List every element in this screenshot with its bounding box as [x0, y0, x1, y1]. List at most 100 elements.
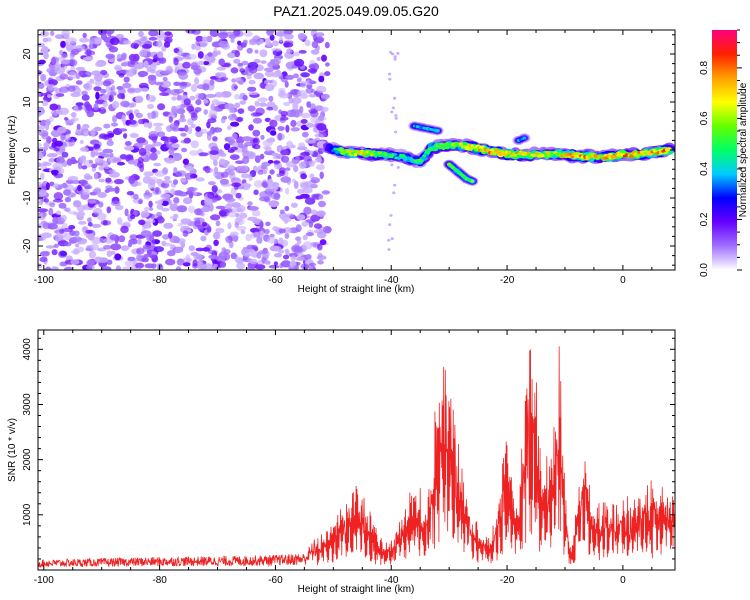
noise-blob — [315, 32, 325, 37]
noise-blob — [237, 142, 244, 148]
noise-blob — [50, 30, 55, 36]
noise-blob — [281, 239, 289, 247]
noise-blob — [54, 62, 61, 69]
noise-blob — [248, 173, 253, 182]
noise-blob — [269, 233, 275, 238]
noise-blob — [146, 249, 152, 255]
noise-blob — [173, 88, 185, 94]
signal-blob — [400, 154, 406, 158]
noise-blob — [54, 67, 66, 75]
noise-blob — [177, 222, 184, 227]
noise-blob — [190, 113, 198, 121]
signal-blob — [545, 151, 550, 154]
noise-blob — [60, 59, 71, 65]
noise-blob — [301, 112, 311, 119]
noise-blob — [93, 187, 102, 195]
noise-blob — [136, 137, 146, 144]
noise-blob — [200, 235, 207, 242]
noise-blob — [197, 51, 204, 59]
noise-blob — [295, 236, 302, 241]
noise-blob — [59, 86, 70, 93]
noise-blob — [271, 152, 279, 157]
noise-blob — [248, 124, 254, 131]
noise-blob — [115, 265, 122, 270]
noise-blob — [205, 267, 215, 270]
noise-blob — [75, 80, 83, 85]
signal-blob — [393, 153, 398, 156]
noise-blob — [137, 267, 142, 270]
noise-blob — [195, 35, 204, 42]
noise-dot — [393, 55, 397, 59]
noise-blob — [316, 164, 325, 171]
noise-blob — [154, 126, 162, 132]
noise-blob — [143, 122, 149, 128]
noise-blob — [162, 234, 170, 240]
noise-blob — [317, 260, 324, 265]
noise-blob — [84, 175, 93, 180]
noise-blob — [267, 159, 274, 164]
noise-blob — [210, 103, 216, 111]
noise-blob — [185, 254, 191, 261]
noise-blob — [133, 193, 139, 200]
noise-blob — [163, 222, 174, 229]
noise-blob — [191, 43, 196, 50]
noise-blob — [212, 50, 219, 58]
x-tick-label: -80 — [152, 575, 167, 586]
noise-blob — [77, 246, 85, 252]
noise-blob — [195, 45, 201, 51]
noise-blob — [126, 191, 135, 196]
noise-blob — [235, 192, 242, 199]
noise-blob — [313, 229, 324, 234]
noise-blob — [297, 257, 307, 261]
branch-blob — [522, 136, 527, 140]
noise-blob — [262, 182, 268, 188]
x-tick-label: 0 — [620, 575, 626, 586]
noise-dot — [388, 77, 392, 81]
noise-blob — [176, 50, 184, 57]
noise-blob — [165, 258, 176, 266]
noise-blob — [272, 50, 277, 56]
noise-blob — [154, 239, 160, 245]
noise-blob — [138, 118, 143, 125]
noise-blob — [242, 94, 248, 101]
noise-blob — [184, 172, 194, 180]
noise-blob — [227, 164, 235, 170]
noise-blob — [58, 202, 67, 209]
noise-blob — [127, 242, 133, 248]
noise-blob — [91, 223, 102, 228]
signal-blob — [593, 154, 598, 158]
noise-blob — [150, 147, 157, 153]
noise-blob — [173, 190, 184, 196]
noise-blob — [190, 140, 199, 149]
noise-blob — [316, 56, 321, 62]
noise-blob — [190, 251, 199, 257]
noise-blob — [252, 129, 261, 137]
signal-blob — [388, 155, 394, 159]
snr-y-axis-title: SNR (10 * v/v) — [7, 418, 18, 482]
noise-blob — [65, 37, 77, 44]
noise-blob — [154, 170, 166, 177]
y-tick-label: 1000 — [22, 503, 33, 526]
noise-blob — [40, 31, 50, 37]
y-tick-label: 20 — [22, 48, 33, 60]
noise-blob — [145, 223, 152, 229]
noise-blob — [182, 61, 191, 69]
noise-blob — [128, 176, 136, 184]
noise-blob — [200, 206, 211, 213]
noise-blob — [90, 243, 99, 251]
noise-blob — [45, 182, 50, 191]
noise-blob — [209, 150, 219, 156]
noise-blob — [309, 150, 314, 155]
snr-series-line — [38, 346, 675, 569]
noise-blob — [123, 133, 128, 139]
noise-blob — [229, 154, 240, 161]
noise-blob — [208, 254, 218, 259]
noise-blob — [56, 109, 63, 115]
signal-blob — [652, 148, 657, 153]
noise-blob — [128, 53, 137, 62]
noise-blob — [162, 179, 173, 184]
noise-blob — [88, 199, 96, 204]
noise-blob — [117, 217, 123, 225]
noise-blob — [147, 103, 155, 110]
